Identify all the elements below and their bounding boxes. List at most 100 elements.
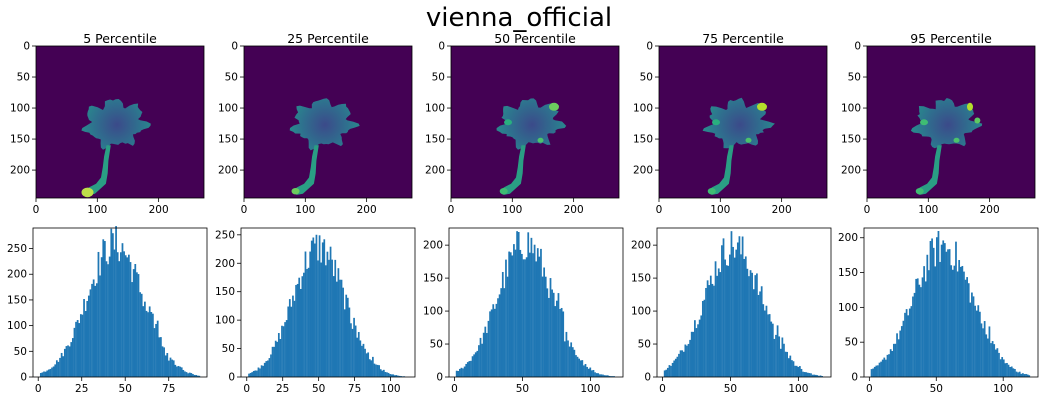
histogram-bar — [725, 265, 728, 377]
map-panel-3: 50 Percentile 0 100 200 0 50 100 150 200 — [425, 31, 620, 216]
histogram-bar — [471, 356, 474, 377]
y-tick-label: 0 — [854, 41, 861, 53]
histogram-bar — [323, 239, 326, 377]
y-tick-label: 50 — [14, 346, 27, 358]
histogram-bar — [493, 308, 496, 377]
histogram-bar — [673, 360, 676, 377]
histogram-bar — [348, 307, 351, 377]
y-tick-label: 0 — [436, 372, 443, 384]
y-tick-label: 0 — [438, 41, 445, 53]
histogram-bar — [816, 375, 819, 377]
histogram-bar — [320, 262, 323, 377]
histogram-panel-3: 0 50 100 0 50 100 150 200 — [423, 227, 624, 395]
histogram-bar — [567, 340, 569, 377]
x-tick-label: 0 — [448, 204, 455, 216]
histogram-bar — [176, 366, 178, 377]
histogram-bar — [740, 254, 742, 377]
histogram-bar — [767, 314, 769, 377]
y-tick-label: 50 — [638, 339, 651, 351]
y-tick-label: 100 — [7, 320, 27, 332]
map-frame — [450, 45, 620, 199]
y-tick-label: 150 — [838, 267, 858, 279]
histogram-bar — [791, 360, 793, 377]
histogram-bar — [501, 271, 504, 377]
histogram-bar — [92, 279, 95, 377]
histogram-bar — [814, 374, 817, 377]
x-tick-label: 200 — [357, 204, 377, 216]
x-tick-label: 50 — [119, 383, 132, 395]
hotspot-northeast — [967, 102, 974, 111]
histogram-bar — [503, 288, 506, 377]
y-tick-label: 150 — [425, 134, 445, 146]
histogram-bar — [1014, 369, 1016, 377]
y-tick-label: 200 — [218, 165, 238, 177]
histogram-bar — [398, 375, 401, 377]
histogram-bar — [897, 339, 900, 377]
histogram-bar — [565, 331, 568, 377]
histogram-bar — [982, 328, 984, 377]
city-tail — [500, 145, 526, 195]
histogram-bar — [120, 252, 122, 377]
x-tick-label: 200 — [772, 204, 792, 216]
histogram-bar — [284, 322, 286, 377]
histogram-bar — [273, 346, 275, 377]
histogram-bar — [318, 235, 321, 377]
histogram-bar — [334, 259, 337, 377]
histogram-bar — [714, 261, 717, 377]
x-tick-label: 200 — [980, 204, 1000, 216]
histogram-bar — [530, 237, 533, 377]
y-tick-label: 150 — [10, 134, 30, 146]
histogram-bar — [490, 309, 493, 377]
x-tick-label: 100 — [993, 383, 1013, 395]
histogram-bar — [666, 367, 669, 377]
histogram-bar — [716, 275, 719, 377]
histogram-bar — [492, 304, 495, 377]
histogram-bar — [605, 375, 608, 377]
histogram-bar — [1017, 372, 1019, 377]
histogram-bar — [792, 361, 795, 377]
histogram-bar — [307, 267, 310, 377]
histogram-bar — [967, 283, 970, 377]
histogram-bar — [613, 376, 615, 377]
histogram-bar — [359, 340, 362, 377]
histogram-bar — [1028, 375, 1031, 377]
histogram-bar — [918, 284, 921, 377]
histogram-bar — [872, 368, 875, 377]
histogram-bar — [724, 259, 726, 377]
y-tick-label: 100 — [215, 315, 235, 327]
y-tick-label: 50 — [225, 72, 238, 84]
histogram-bar — [771, 323, 774, 377]
histogram-bar — [168, 360, 170, 377]
x-tick-label: 50 — [516, 383, 529, 395]
histogram-bar — [328, 259, 330, 377]
histogram-bar — [290, 306, 293, 377]
histogram-bar — [155, 323, 157, 377]
x-tick-label: 50 — [312, 383, 325, 395]
histogram-bar — [142, 306, 145, 377]
histogram-bar — [988, 326, 991, 377]
histogram-frame — [448, 227, 624, 378]
histogram-bar — [458, 368, 461, 377]
histogram-bar — [136, 272, 138, 377]
histogram-bar — [775, 334, 777, 377]
histogram-bar — [113, 249, 116, 377]
histogram-bar — [760, 286, 763, 377]
histogram-bar — [251, 372, 254, 377]
histogram-bar — [1007, 364, 1010, 377]
histogram-bar — [1009, 367, 1011, 377]
histogram-bar — [478, 345, 480, 377]
histogram-bar — [252, 370, 255, 377]
histogram-bar — [379, 369, 382, 377]
histogram-bar — [671, 362, 674, 377]
y-tick-label: 50 — [432, 72, 445, 84]
histogram-bar — [764, 310, 766, 377]
histogram-bar — [354, 325, 357, 377]
histogram-bar — [786, 351, 788, 377]
histogram-bar — [378, 365, 381, 377]
histogram-bar — [679, 350, 682, 377]
histogram-bar — [198, 375, 201, 377]
histogram-bar — [462, 368, 464, 377]
histogram-bar — [78, 323, 81, 377]
histogram-bar — [277, 333, 280, 377]
